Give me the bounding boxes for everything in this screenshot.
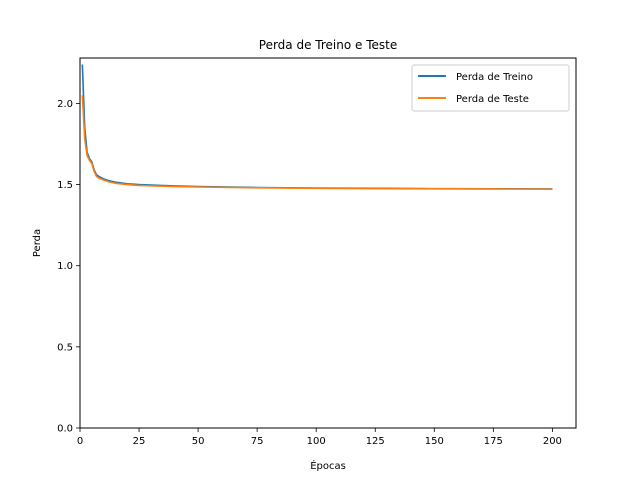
y-axis-label: Perda	[32, 229, 43, 257]
x-tick-label: 200	[543, 436, 562, 447]
x-tick-label: 25	[133, 436, 146, 447]
x-tick-label: 50	[192, 436, 205, 447]
x-tick-label: 175	[484, 436, 503, 447]
x-tick-label: 100	[307, 436, 326, 447]
legend: Perda de Treino Perda de Teste	[411, 64, 570, 112]
plot-frame	[79, 57, 577, 429]
legend-label-test: Perda de Teste	[456, 94, 529, 105]
x-tick-label: 75	[251, 436, 264, 447]
chart-title: Perda de Treino e Teste	[259, 38, 397, 52]
x-tick-label: 150	[425, 436, 444, 447]
y-tick-label: 0.0	[57, 424, 73, 435]
y-tick-label: 1.5	[57, 180, 73, 191]
legend-label-train: Perda de Treino	[456, 72, 533, 83]
plot-area	[80, 58, 576, 428]
legend-box	[411, 64, 570, 112]
y-tick-label: 2.0	[57, 99, 73, 110]
x-tick-label: 125	[366, 436, 385, 447]
y-tick-label: 0.5	[57, 342, 73, 353]
y-tick-label: 1.0	[57, 261, 73, 272]
x-axis-label: Épocas	[310, 459, 346, 472]
x-tick-label: 0	[77, 436, 83, 447]
series-line-test	[81, 95, 553, 190]
